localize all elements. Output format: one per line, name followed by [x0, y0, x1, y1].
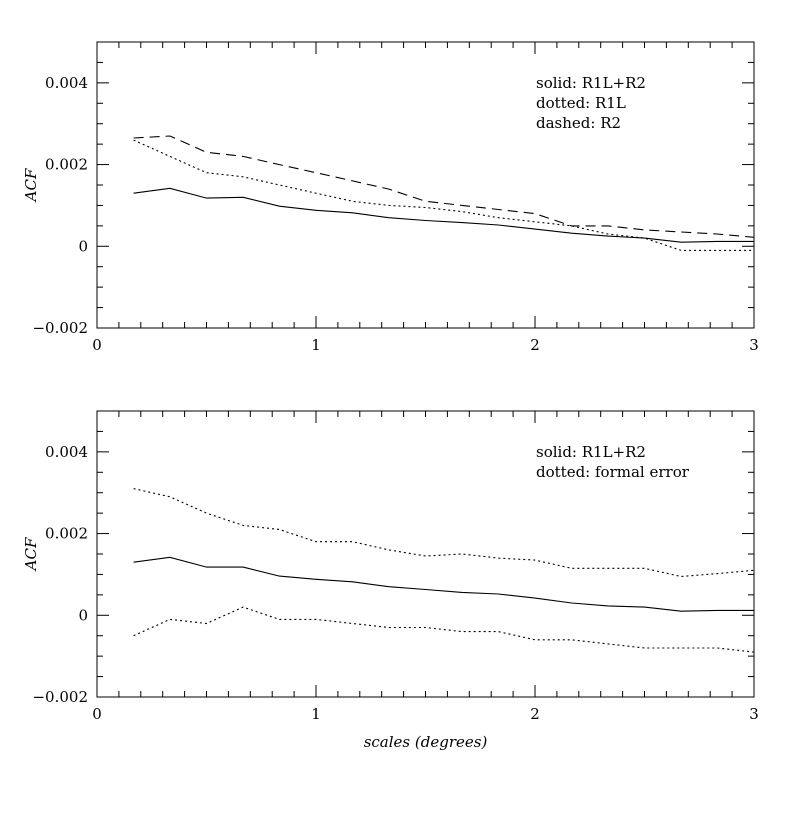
- legend-entry: dashed: R2: [536, 114, 621, 132]
- plot-frame: [96, 410, 755, 698]
- series-line-solid: [133, 187, 754, 243]
- x-tick-label: 3: [749, 336, 759, 354]
- x-tick-label: 2: [530, 705, 540, 723]
- x-tick-label: 3: [749, 705, 759, 723]
- y-tick-label: −0.002: [32, 319, 88, 337]
- series-line-dotted: [133, 606, 755, 653]
- x-tick-label: 0: [92, 336, 102, 354]
- legend-entry: solid: R1L+R2: [536, 74, 646, 92]
- x-tick-label: 2: [530, 336, 540, 354]
- legend-entry: dotted: formal error: [536, 463, 690, 481]
- x-axis-title: scales (degrees): [364, 733, 488, 751]
- y-tick-label: 0: [78, 606, 88, 624]
- y-axis-title: ACF: [22, 168, 40, 203]
- series-line-dotted: [133, 139, 754, 251]
- y-tick-label: 0.002: [45, 525, 88, 543]
- y-tick-label: 0.002: [45, 156, 88, 174]
- series-line-solid: [133, 556, 754, 612]
- legend-entry: dotted: R1L: [536, 94, 626, 112]
- y-tick-label: 0.004: [45, 74, 88, 92]
- x-tick-label: 1: [311, 336, 321, 354]
- y-tick-label: 0.004: [45, 443, 88, 461]
- legend-entry: solid: R1L+R2: [536, 443, 646, 461]
- y-tick-label: 0: [78, 237, 88, 255]
- y-tick-label: −0.002: [32, 688, 88, 706]
- series-line-dotted: [133, 488, 755, 578]
- series-line-dashed: [133, 135, 755, 238]
- y-axis-title: ACF: [22, 537, 40, 572]
- plot-frame: [96, 41, 755, 329]
- x-tick-label: 0: [92, 705, 102, 723]
- x-tick-label: 1: [311, 705, 321, 723]
